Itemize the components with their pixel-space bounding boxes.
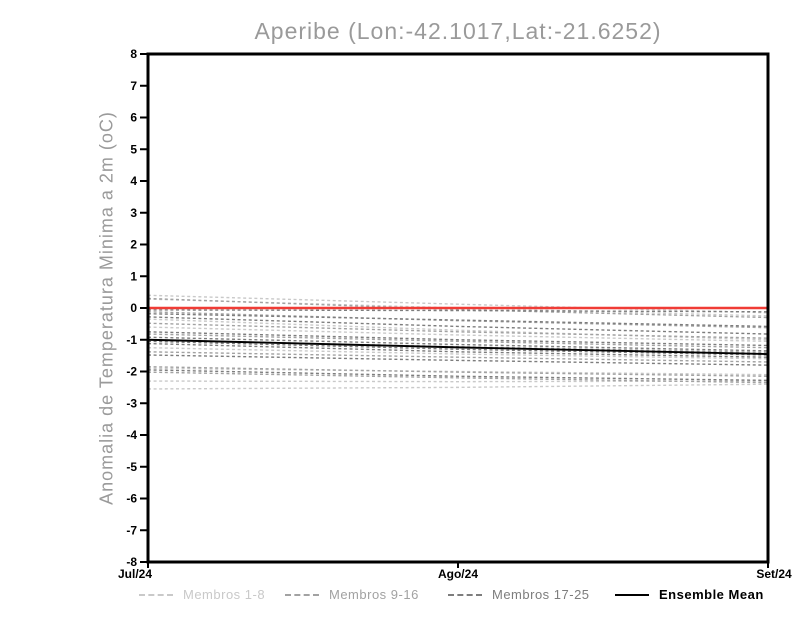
- member-line: [147, 316, 769, 335]
- dashed-line-sample: [448, 594, 482, 596]
- member-line: [147, 366, 769, 377]
- y-tick-label: -2: [126, 365, 137, 379]
- legend-item-membros-17-25: Membros 17-25: [448, 586, 590, 604]
- legend: Membros 1-8 Membros 9-16 Membros 17-25 E…: [0, 586, 800, 608]
- x-tick-label: Set/24: [756, 567, 792, 581]
- legend-label: Membros 17-25: [492, 587, 590, 602]
- member-line: [147, 331, 769, 347]
- plot-frame: [146, 52, 770, 564]
- legend-label: Membros 9-16: [329, 587, 419, 602]
- y-tick-label: -6: [126, 492, 137, 506]
- legend-label: Ensemble Mean: [659, 587, 764, 602]
- y-tick-label: 2: [130, 238, 137, 252]
- member-line: [147, 369, 769, 382]
- member-line: [147, 322, 769, 339]
- member-line: [147, 342, 769, 358]
- x-tick-label: Ago/24: [438, 567, 478, 581]
- y-tick-label: 0: [130, 301, 137, 315]
- solid-line-sample: [615, 594, 649, 596]
- member-line: [147, 371, 769, 384]
- y-tick-label: 1: [130, 269, 137, 283]
- member-line: [147, 336, 769, 352]
- y-tick-label: 6: [130, 111, 137, 125]
- y-tick-label: -8: [126, 555, 137, 569]
- member-line: [147, 326, 769, 343]
- member-line: [147, 333, 769, 349]
- y-tick-label: 7: [130, 79, 137, 93]
- member-line: [147, 351, 769, 363]
- y-tick-label: -1: [126, 333, 137, 347]
- member-line: [147, 383, 769, 390]
- dashed-line-sample: [285, 594, 319, 596]
- legend-item-membros-1-8: Membros 1-8: [139, 586, 265, 604]
- chart-title: Aperibe (Lon:-42.1017,Lat:-21.6252): [254, 18, 662, 44]
- y-tick-label: 5: [130, 142, 137, 156]
- legend-item-membros-9-16: Membros 9-16: [285, 586, 419, 604]
- y-tick-label: -5: [126, 460, 137, 474]
- member-line: [147, 294, 769, 314]
- y-tick-label: 4: [130, 174, 137, 188]
- member-line: [147, 346, 769, 360]
- legend-label: Membros 1-8: [183, 587, 266, 602]
- y-tick-label: 3: [130, 206, 137, 220]
- dashed-line-sample: [139, 594, 173, 596]
- member-line: [147, 354, 769, 366]
- y-tick-label: -7: [126, 523, 137, 537]
- legend-item-ensemble-mean: Ensemble Mean: [615, 586, 764, 604]
- member-line: [147, 313, 769, 328]
- y-tick-label: -3: [126, 396, 137, 410]
- ensemble-mean-line: [147, 338, 769, 355]
- x-tick-label: Jul/24: [118, 567, 152, 581]
- member-line: [147, 309, 769, 313]
- y-tick-label: -4: [126, 428, 137, 442]
- member-line: [147, 297, 769, 319]
- y-tick-label: 8: [130, 47, 137, 61]
- member-line: [147, 340, 769, 356]
